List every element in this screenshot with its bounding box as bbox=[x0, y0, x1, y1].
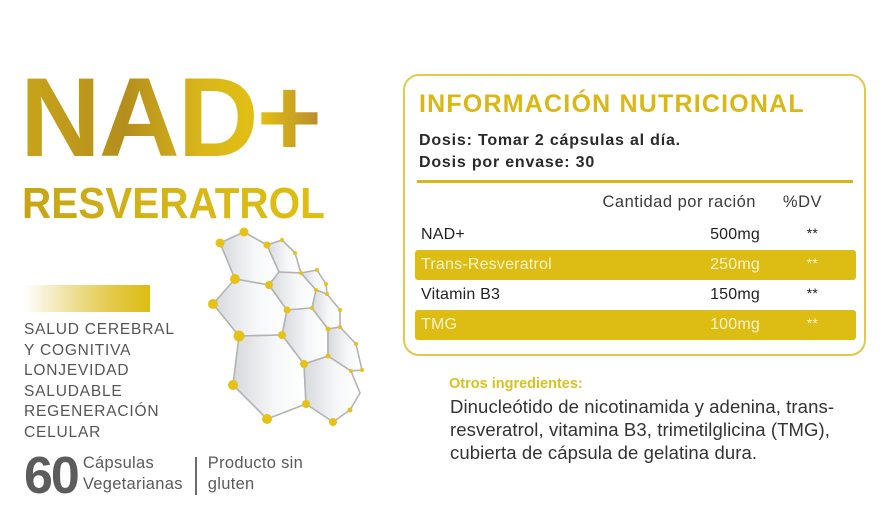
panel-divider bbox=[417, 180, 853, 183]
benefit-line: REGENERACIÓN bbox=[24, 403, 160, 420]
benefit-line: CELULAR bbox=[24, 423, 102, 441]
ingredient-dv: ** bbox=[806, 255, 818, 271]
decorative-gold-bar bbox=[24, 285, 150, 312]
table-row: TMG 100mg ** bbox=[415, 310, 856, 340]
other-ingredients-label: Otros ingredientes: bbox=[449, 376, 583, 392]
product-footer: 60 Cápsulas Vegetarianas Producto sin gl… bbox=[24, 450, 303, 502]
ingredient-amount: 150mg bbox=[710, 286, 760, 303]
capsule-label-line1: Cápsulas bbox=[82, 454, 155, 472]
ingredient-dv: ** bbox=[806, 315, 818, 331]
column-header-amount: Cantidad por ración bbox=[602, 193, 756, 211]
benefit-line: SALUDABLE bbox=[24, 382, 123, 400]
other-ingredients-text: Dinucleótido de nicotinamida y adenina, … bbox=[450, 396, 835, 463]
ingredient-dv: ** bbox=[806, 225, 818, 241]
ingredient-dv: ** bbox=[806, 285, 818, 301]
product-subtitle: RESVERATROL bbox=[22, 179, 325, 228]
table-row: Vitamin B3 150mg ** bbox=[415, 280, 856, 310]
servings-per-container: Dosis por envase: 30 bbox=[419, 154, 596, 171]
column-header-dv: %DV bbox=[782, 193, 822, 211]
benefits-list: SALUD CEREBRAL Y COGNITIVA LONJEVIDAD SA… bbox=[24, 320, 175, 443]
capsule-count: 60 bbox=[24, 447, 80, 505]
gluten-free-label: Producto sin gluten bbox=[208, 453, 303, 495]
ingredient-name: TMG bbox=[421, 316, 458, 333]
dose-info: Dosis: Tomar 2 cápsulas al día. Dosis po… bbox=[419, 130, 681, 174]
table-row: Trans-Resveratrol 250mg ** bbox=[415, 250, 856, 280]
ingredient-name: Vitamin B3 bbox=[421, 286, 501, 303]
nutrition-table: NAD+ 500mg ** Trans-Resveratrol 250mg **… bbox=[415, 220, 856, 340]
capsule-label: Cápsulas Vegetarianas bbox=[83, 453, 183, 495]
product-title: NAD+ bbox=[20, 55, 322, 180]
capsule-label-line2: Vegetarianas bbox=[82, 475, 183, 493]
benefit-line: SALUD CEREBRAL bbox=[24, 321, 175, 338]
molecule-icon bbox=[208, 227, 364, 426]
footer-divider bbox=[194, 457, 197, 495]
benefit-line: Y COGNITIVA bbox=[24, 341, 132, 359]
nutrition-facts-panel: INFORMACIÓN NUTRICIONAL Dosis: Tomar 2 c… bbox=[403, 74, 866, 356]
ingredient-amount: 100mg bbox=[710, 316, 760, 333]
nutrition-title: INFORMACIÓN NUTRICIONAL bbox=[419, 90, 805, 118]
gluten-line2: gluten bbox=[207, 475, 255, 493]
ingredient-name: Trans-Resveratrol bbox=[421, 256, 552, 273]
gluten-line1: Producto sin bbox=[207, 454, 304, 472]
benefit-line: LONJEVIDAD bbox=[24, 362, 130, 379]
table-row: NAD+ 500mg ** bbox=[415, 220, 856, 250]
ingredient-name: NAD+ bbox=[421, 226, 465, 243]
ingredient-amount: 500mg bbox=[710, 226, 760, 243]
ingredient-amount: 250mg bbox=[710, 256, 760, 273]
dose-instructions: Dosis: Tomar 2 cápsulas al día. bbox=[419, 132, 681, 149]
